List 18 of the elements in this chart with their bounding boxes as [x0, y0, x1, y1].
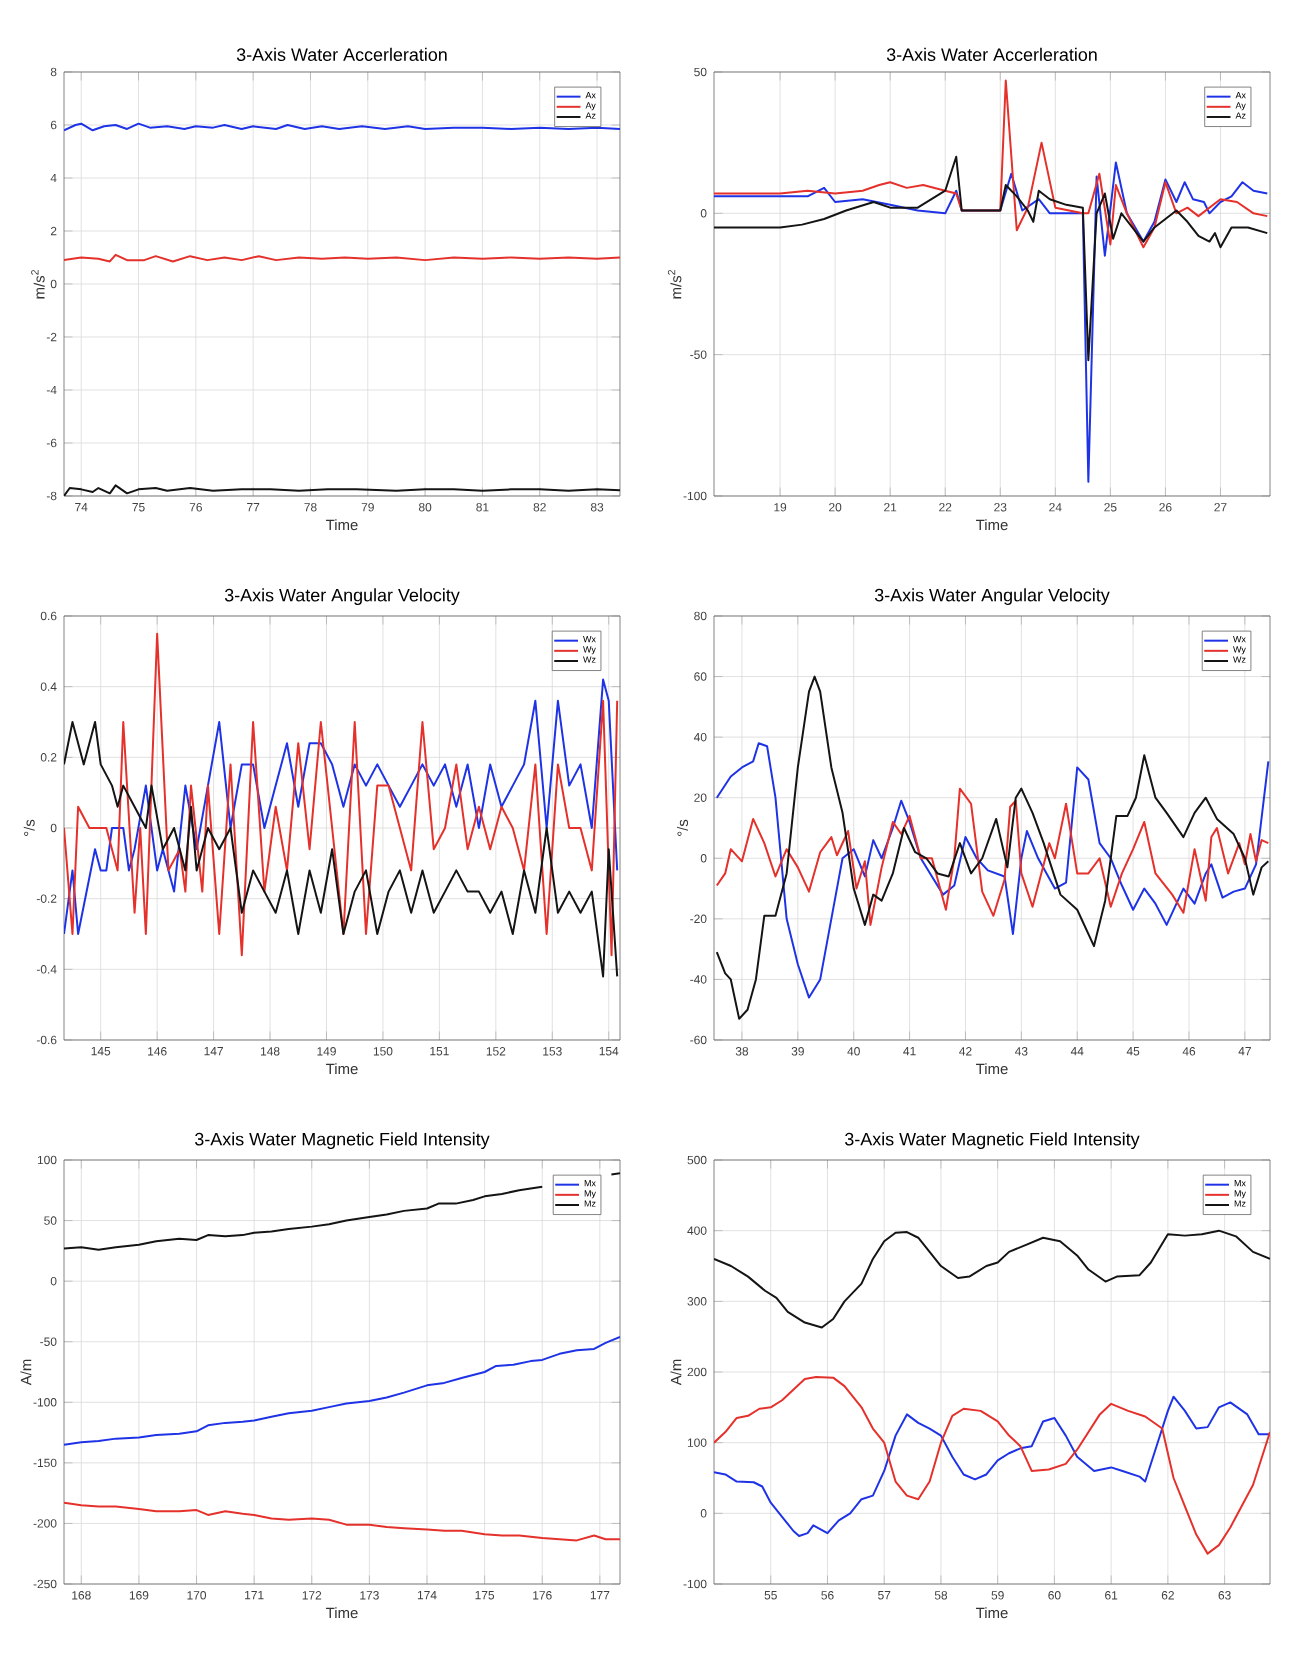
line-series — [64, 1501, 621, 1542]
line-series — [715, 787, 1270, 926]
line-series — [714, 79, 1269, 249]
chart-title: 3-Axis Water Magnetic Field Intensity — [195, 1132, 490, 1150]
line-series — [715, 742, 1270, 999]
chart-title: 3-Axis Water Angular Velocity — [224, 588, 460, 605]
line-series — [714, 155, 1269, 362]
line-series — [64, 632, 619, 957]
line-series — [64, 1335, 621, 1446]
line-series — [714, 1395, 1270, 1537]
chart-title: 3-Axis Water Magnetic Field Intensity — [845, 1132, 1140, 1150]
chart-title: 3-Axis Water Accerleration — [236, 47, 447, 61]
line-series — [64, 678, 619, 935]
chart-title: 3-Axis Water Angular Velocity — [874, 588, 1110, 605]
chart-title: 3-Axis Water Accerleration — [886, 47, 1097, 61]
line-series — [715, 675, 1270, 1020]
line-series — [714, 1229, 1270, 1329]
line-series — [64, 721, 619, 978]
